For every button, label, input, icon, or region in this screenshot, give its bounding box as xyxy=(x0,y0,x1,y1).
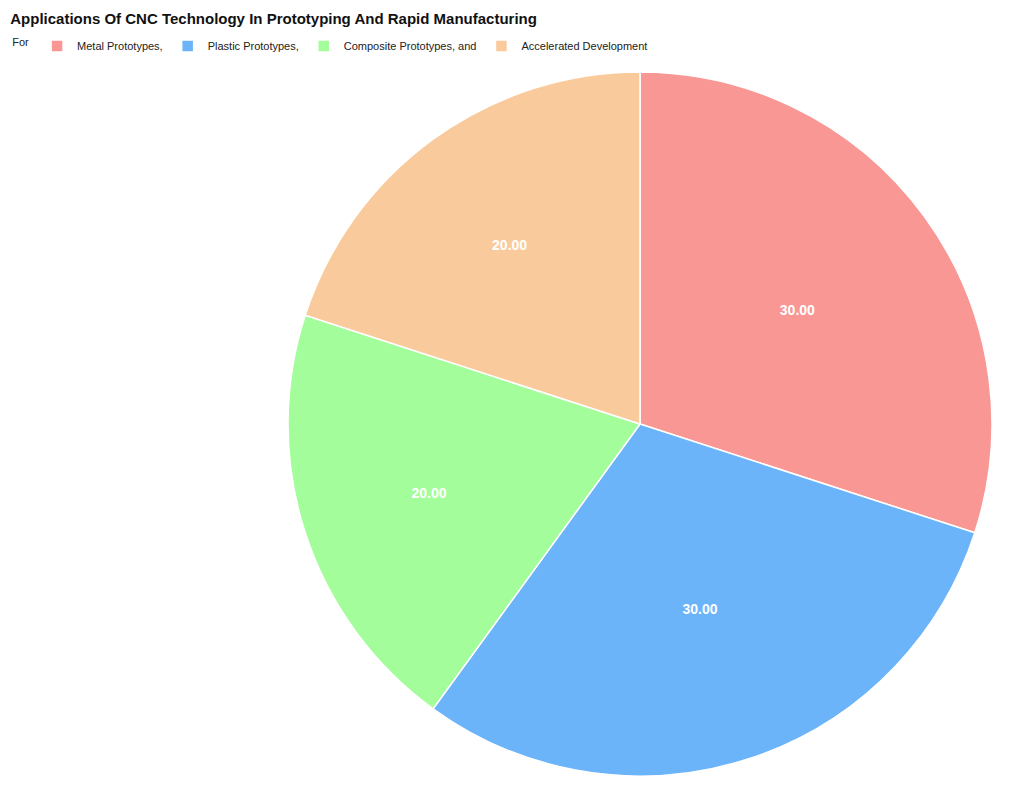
svg-text:30.00: 30.00 xyxy=(780,302,815,318)
svg-text:Plastic Prototypes,: Plastic Prototypes, xyxy=(208,40,299,52)
svg-text:Composite Prototypes, and: Composite Prototypes, and xyxy=(344,40,477,52)
svg-text:30.00: 30.00 xyxy=(683,601,718,617)
svg-text:20.00: 20.00 xyxy=(492,237,527,253)
svg-text:Metal Prototypes,: Metal Prototypes, xyxy=(77,40,163,52)
svg-text:For: For xyxy=(12,36,29,48)
svg-text:20.00: 20.00 xyxy=(412,485,447,501)
svg-text:Applications Of CNC Technology: Applications Of CNC Technology In Protot… xyxy=(10,10,537,27)
svg-text:Accelerated Development: Accelerated Development xyxy=(521,40,647,52)
